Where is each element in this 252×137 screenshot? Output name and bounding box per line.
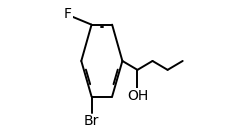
Text: F: F bbox=[64, 7, 72, 21]
Text: Br: Br bbox=[84, 114, 99, 128]
Text: OH: OH bbox=[126, 89, 147, 103]
